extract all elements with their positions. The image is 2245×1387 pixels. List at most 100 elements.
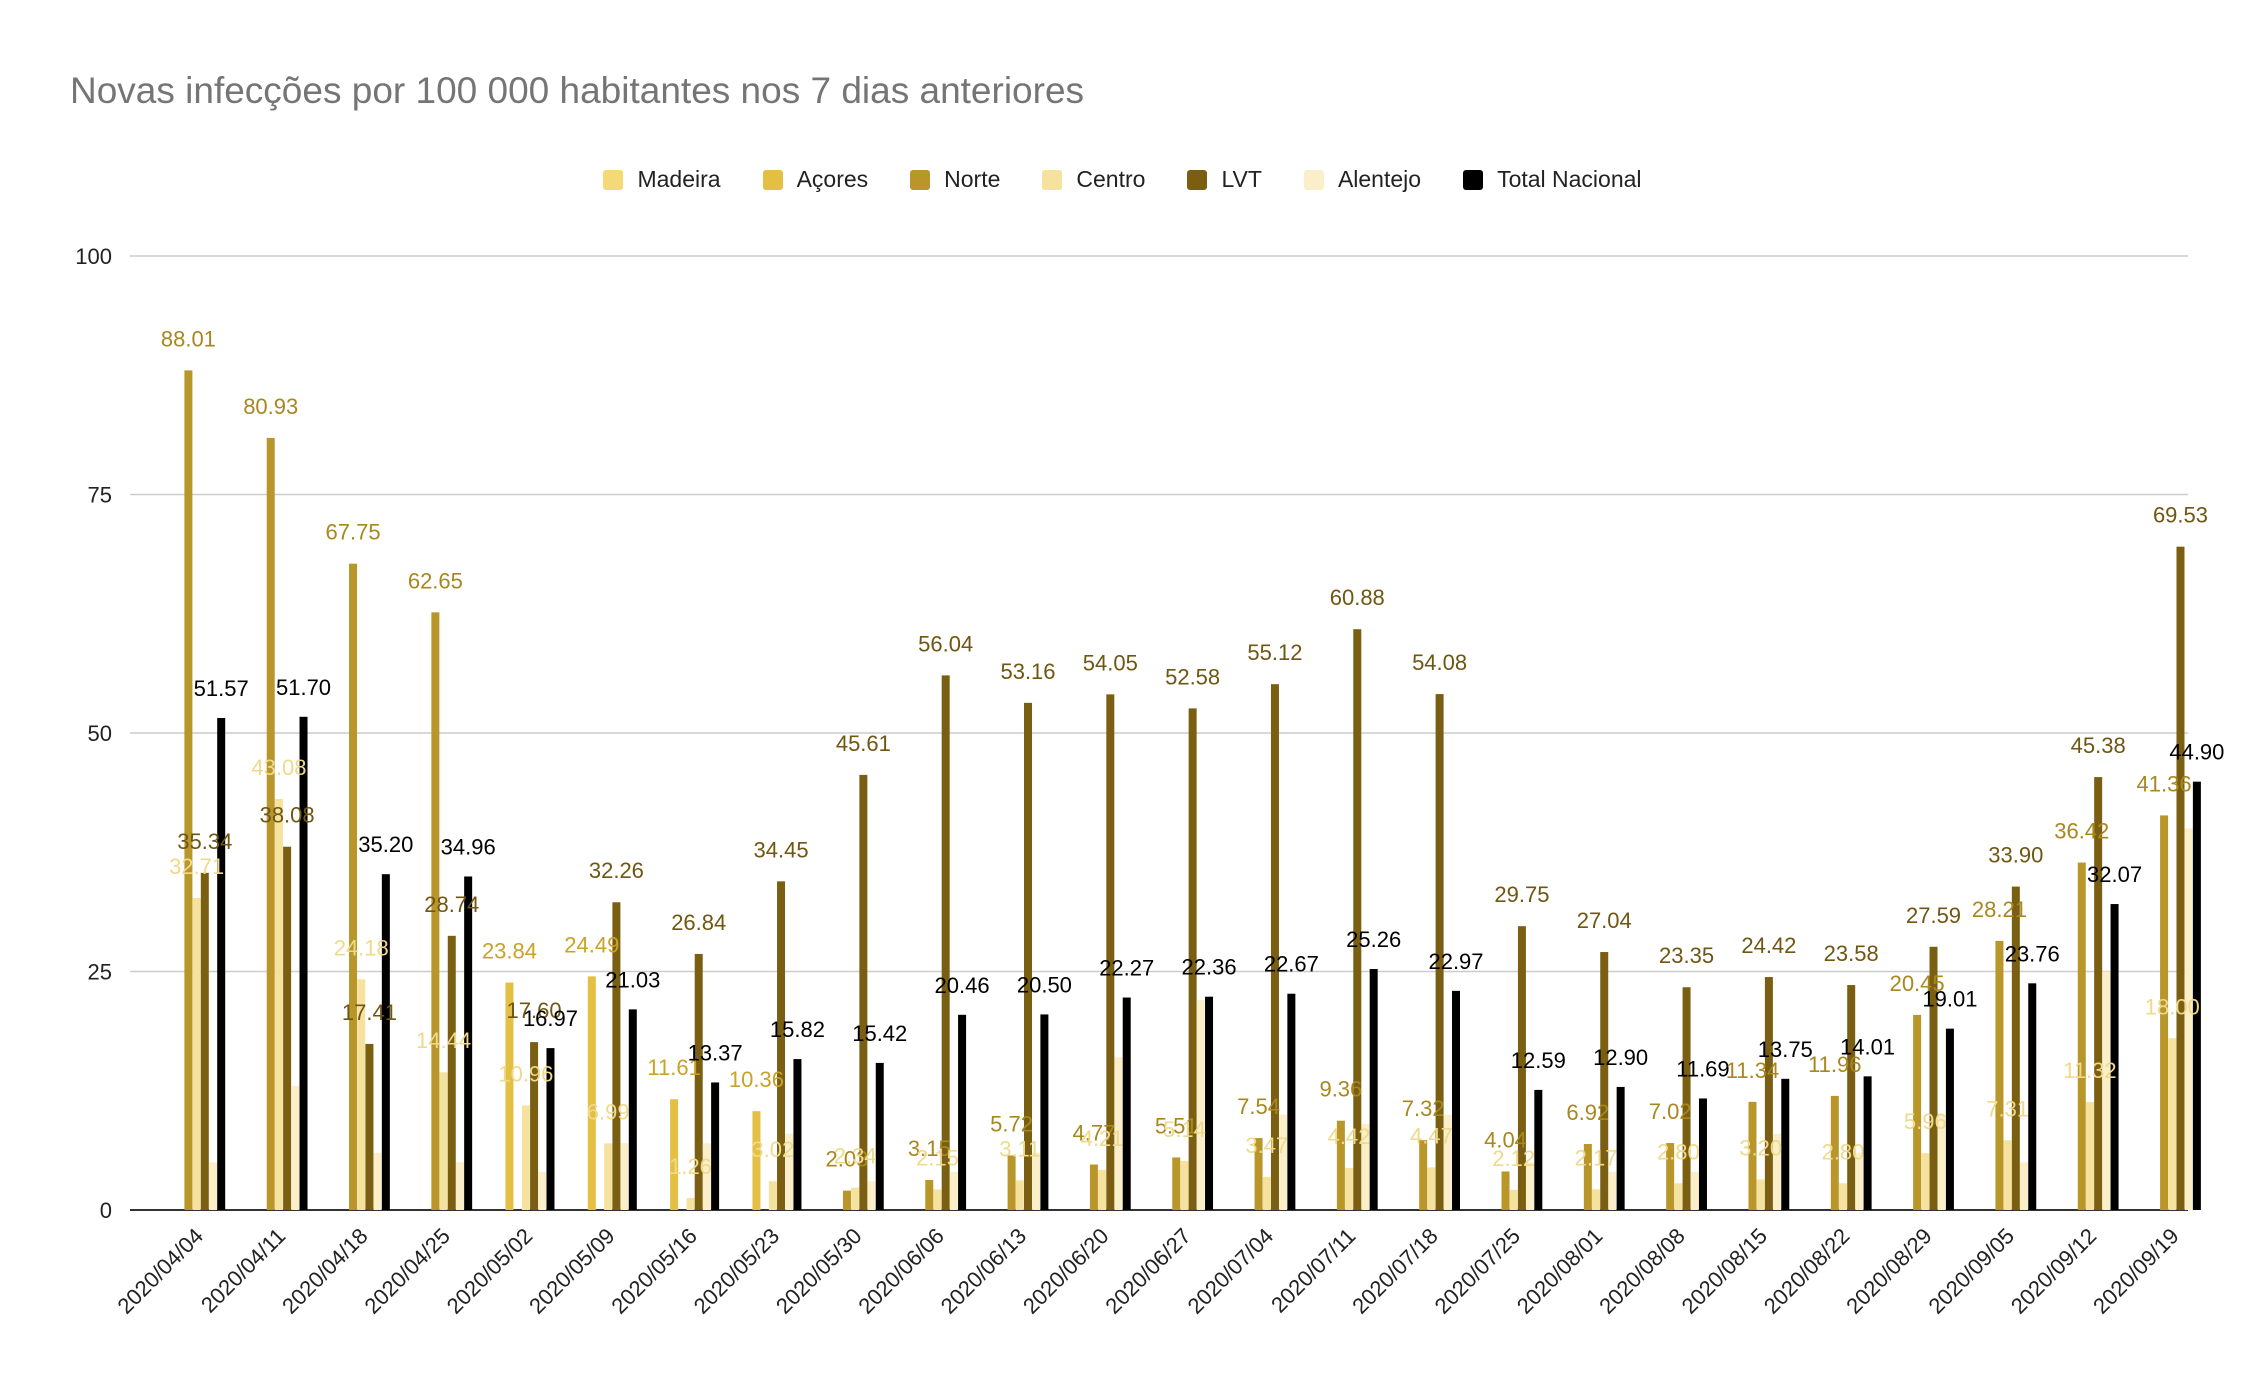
y-tick-label: 0	[100, 1198, 112, 1223]
bar-acores	[587, 976, 596, 1210]
legend-item-acores: Açores	[762, 166, 869, 193]
bar-norte	[925, 1179, 934, 1210]
legend-swatch	[910, 169, 931, 190]
bar-norte	[1830, 1095, 1839, 1210]
bar-total-nacional	[1781, 1078, 1790, 1210]
bar-centro	[2003, 1140, 2012, 1210]
data-label-centro: 6.99	[587, 1099, 630, 1124]
data-label-lvt: 29.75	[1494, 882, 1549, 907]
legend-swatch	[1303, 169, 1324, 190]
data-label-lvt: 52.58	[1165, 664, 1220, 689]
data-label-total-nacional: 19.01	[1922, 987, 1977, 1012]
data-label-norte: 11.96	[1808, 1052, 1861, 1077]
bar-norte	[842, 1190, 851, 1210]
data-label-lvt: 23.58	[1824, 941, 1879, 966]
data-label-total-nacional: 32.07	[2087, 862, 2142, 887]
bar-lvt	[283, 846, 292, 1210]
data-label-lvt: 28.74	[424, 892, 479, 917]
data-label-centro: 1.26	[669, 1154, 712, 1179]
data-label-acores: 24.49	[564, 932, 619, 957]
bar-norte	[1913, 1014, 1922, 1210]
x-tick-label: 2020/04/25	[359, 1223, 455, 1319]
y-tick-label: 75	[88, 483, 112, 508]
data-label-centro: 3.47	[1245, 1133, 1288, 1158]
bar-total-nacional	[217, 718, 226, 1210]
bar-centro	[1180, 1160, 1189, 1210]
bar-centro	[1839, 1183, 1847, 1210]
legend-label: Açores	[796, 166, 869, 192]
bar-total-nacional	[1616, 1086, 1625, 1210]
bars	[184, 370, 2201, 1210]
data-label-centro: 5.96	[1904, 1109, 1947, 1134]
data-label-centro: 4.21	[1081, 1126, 1124, 1151]
data-label-lvt: 34.45	[754, 837, 809, 862]
data-label-centro: 3.11	[999, 1136, 1040, 1161]
bar-alentejo	[1196, 1000, 1205, 1210]
bar-centro	[357, 979, 366, 1210]
x-tick-label: 2020/07/04	[1183, 1223, 1279, 1319]
data-label-total-nacional: 51.70	[276, 675, 331, 700]
bar-lvt	[2094, 777, 2103, 1210]
data-label-centro: 10.96	[498, 1061, 553, 1086]
bar-centro	[2168, 1038, 2177, 1210]
legend-label: Norte	[944, 166, 1001, 192]
bar-alentejo	[455, 1162, 464, 1210]
bar-lvt	[694, 953, 703, 1210]
bar-norte	[1583, 1143, 1592, 1210]
bar-total-nacional	[958, 1014, 967, 1210]
bar-centro	[521, 1105, 530, 1210]
bar-centro	[2085, 1102, 2094, 1210]
bar-lvt	[1929, 946, 1938, 1210]
data-label-total-nacional: 12.90	[1593, 1045, 1648, 1070]
data-label-norte: 67.75	[326, 520, 381, 545]
bar-alentejo	[1526, 1162, 1535, 1210]
legend-item-madeira: Madeira	[603, 166, 721, 193]
legend: Madeira Açores Norte Centro LVT Alentejo Total…	[0, 166, 2245, 193]
bar-lvt	[1188, 708, 1197, 1210]
data-label-total-nacional: 21.03	[605, 967, 660, 992]
bar-centro	[768, 1181, 777, 1210]
data-label-total-nacional: 25.26	[1346, 927, 1401, 952]
bar-total-nacional	[1205, 996, 1214, 1210]
bar-alentejo	[620, 1143, 629, 1210]
bar-lvt	[1517, 926, 1526, 1210]
x-tick-label: 2020/07/11	[1266, 1223, 1360, 1317]
bar-lvt	[1435, 694, 1444, 1210]
data-label-acores: 11.61	[647, 1055, 700, 1080]
bar-norte	[1089, 1164, 1098, 1210]
bar-lvt	[1600, 952, 1609, 1210]
bar-total-nacional	[1863, 1076, 1872, 1210]
data-label-centro: 43.08	[251, 755, 306, 780]
data-label-centro: 14.44	[416, 1028, 471, 1053]
bar-lvt	[941, 675, 950, 1210]
data-label-norte: 36.42	[2054, 819, 2109, 844]
bar-total-nacional	[1122, 997, 1131, 1210]
bar-total-nacional	[299, 716, 308, 1210]
bar-norte	[1172, 1157, 1181, 1210]
bar-lvt	[1847, 985, 1856, 1210]
data-label-norte: 4.04	[1484, 1127, 1527, 1152]
x-tick-label: 2020/09/19	[2088, 1223, 2184, 1319]
bar-alentejo	[1690, 1171, 1699, 1210]
bar-alentejo	[867, 1181, 876, 1210]
legend-swatch	[603, 169, 624, 190]
data-label-lvt: 60.88	[1330, 585, 1385, 610]
data-label-total-nacional: 20.46	[935, 973, 990, 998]
bar-total-nacional	[793, 1059, 802, 1210]
bar-lvt	[530, 1042, 539, 1210]
data-label-norte: 88.01	[161, 326, 216, 351]
bar-centro	[1262, 1176, 1271, 1210]
bar-lvt	[365, 1043, 374, 1210]
bar-alentejo	[291, 1085, 300, 1210]
data-label-centro: 2.15	[916, 1145, 959, 1170]
bar-centro	[1345, 1167, 1354, 1210]
data-label-norte: 7.32	[1402, 1096, 1445, 1121]
bar-alentejo	[785, 1133, 794, 1210]
x-tick-label: 2020/05/23	[689, 1223, 785, 1319]
data-label-centro: 2.12	[1492, 1146, 1535, 1171]
bar-total-nacional	[1452, 990, 1460, 1210]
data-label-norte: 4.77	[1073, 1120, 1116, 1145]
x-tick-label: 2020/07/18	[1347, 1223, 1443, 1319]
data-label-lvt: 27.04	[1577, 908, 1632, 933]
data-label-total-nacional: 34.96	[441, 834, 496, 859]
